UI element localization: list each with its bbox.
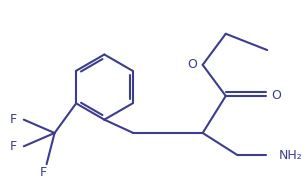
Text: O: O bbox=[187, 58, 197, 71]
Text: F: F bbox=[10, 140, 17, 153]
Text: F: F bbox=[40, 166, 47, 179]
Text: NH₂: NH₂ bbox=[279, 149, 303, 162]
Text: O: O bbox=[271, 89, 281, 102]
Text: F: F bbox=[10, 113, 17, 126]
